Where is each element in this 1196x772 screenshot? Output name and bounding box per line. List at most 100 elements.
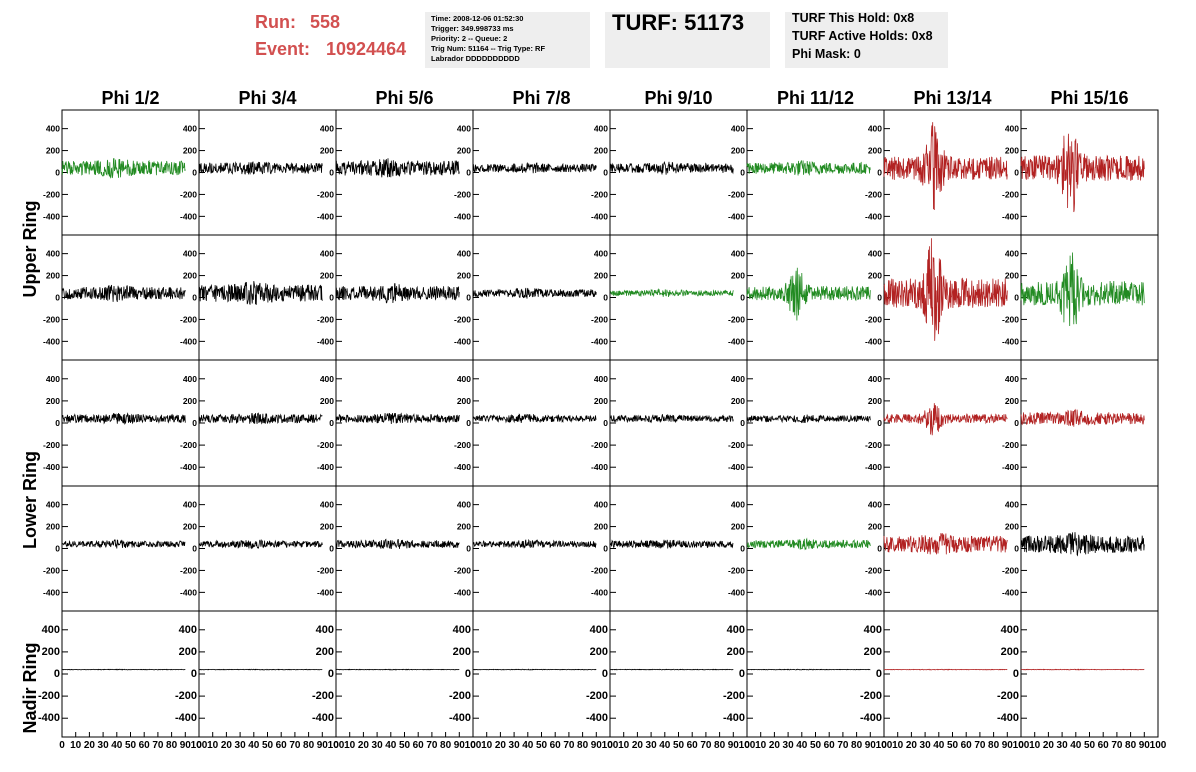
waveform xyxy=(472,287,597,299)
y-tick-label: -200 xyxy=(317,314,334,324)
x-tick-label: 10 xyxy=(1029,740,1041,751)
waveform xyxy=(61,158,186,179)
y-tick-label: -200 xyxy=(43,565,60,575)
y-tick-label: 400 xyxy=(183,249,197,259)
x-tick-label: 10 xyxy=(207,740,219,751)
x-tick-label: 30 xyxy=(1057,740,1069,751)
y-tick-label: 200 xyxy=(1005,271,1019,281)
x-tick-label: 90 xyxy=(591,740,603,751)
x-tick-label: 50 xyxy=(536,740,548,751)
y-tick-label: -400 xyxy=(43,211,60,221)
x-tick-label: 100 xyxy=(191,740,208,751)
y-tick-label: -400 xyxy=(1002,587,1019,597)
y-tick-label: 200 xyxy=(183,396,197,406)
x-tick-label: 10 xyxy=(618,740,630,751)
y-tick-label: 200 xyxy=(46,522,60,532)
y-tick-label: -400 xyxy=(180,587,197,597)
x-tick-label: 90 xyxy=(865,740,877,751)
x-tick-label: 80 xyxy=(166,740,178,751)
x-tick-label: 30 xyxy=(646,740,658,751)
waveform xyxy=(335,412,460,425)
y-tick-label: -200 xyxy=(865,189,882,199)
y-tick-label: 200 xyxy=(731,146,745,156)
y-tick-label: 200 xyxy=(46,146,60,156)
y-tick-label: -400 xyxy=(317,462,334,472)
y-tick-label: 0 xyxy=(877,293,882,303)
x-tick-label: 0 xyxy=(333,740,339,751)
y-tick-label: -200 xyxy=(1002,189,1019,199)
y-tick-label: -200 xyxy=(1002,565,1019,575)
x-tick-label: 10 xyxy=(755,740,767,751)
waveform xyxy=(472,668,597,671)
y-tick-label: 400 xyxy=(46,124,60,134)
waveform xyxy=(883,668,1008,671)
info-line: Trigger: 349.998733 ms xyxy=(431,24,514,33)
x-tick-label: 50 xyxy=(262,740,274,751)
y-tick-label: 0 xyxy=(55,418,60,428)
y-tick-label: 0 xyxy=(329,293,334,303)
x-tick-label: 60 xyxy=(550,740,562,751)
y-tick-label: -200 xyxy=(43,189,60,199)
x-tick-label: 80 xyxy=(988,740,1000,751)
x-tick-label: 0 xyxy=(59,740,65,751)
x-tick-label: 80 xyxy=(577,740,589,751)
y-tick-label: -400 xyxy=(728,336,745,346)
waveform xyxy=(1020,668,1145,671)
x-tick-label: 10 xyxy=(481,740,493,751)
y-tick-label: -200 xyxy=(454,314,471,324)
y-tick-label: 200 xyxy=(46,271,60,281)
y-tick-label: 0 xyxy=(329,168,334,178)
waveform xyxy=(1020,408,1145,427)
y-tick-label: -400 xyxy=(38,712,60,724)
y-tick-label: 400 xyxy=(316,624,334,636)
waveform xyxy=(61,284,186,302)
y-tick-label: -400 xyxy=(312,712,334,724)
y-tick-label: 0 xyxy=(1014,168,1019,178)
y-tick-label: 200 xyxy=(594,522,608,532)
x-tick-label: 100 xyxy=(876,740,893,751)
y-tick-label: 400 xyxy=(457,124,471,134)
y-tick-label: 0 xyxy=(55,293,60,303)
x-tick-label: 50 xyxy=(1084,740,1096,751)
y-tick-label: 200 xyxy=(316,646,334,658)
y-tick-label: 200 xyxy=(590,646,608,658)
y-tick-label: 0 xyxy=(1014,293,1019,303)
y-tick-label: -400 xyxy=(591,336,608,346)
y-tick-label: -400 xyxy=(180,211,197,221)
x-tick-label: 50 xyxy=(810,740,822,751)
y-tick-label: 400 xyxy=(320,374,334,384)
column-header: Phi 13/14 xyxy=(913,88,991,108)
y-tick-label: 200 xyxy=(1001,646,1019,658)
turf-box xyxy=(605,12,770,68)
y-tick-label: 400 xyxy=(320,249,334,259)
y-tick-label: 0 xyxy=(740,544,745,554)
y-tick-label: 400 xyxy=(868,249,882,259)
waveform xyxy=(609,539,734,549)
y-tick-label: -200 xyxy=(997,690,1019,702)
x-tick-label: 50 xyxy=(673,740,685,751)
waveform xyxy=(472,538,597,549)
waveform xyxy=(198,412,323,425)
turf-info-line: TURF Active Holds: 0x8 xyxy=(792,29,933,43)
y-tick-label: -200 xyxy=(860,690,882,702)
y-tick-label: 0 xyxy=(740,168,745,178)
column-header: Phi 3/4 xyxy=(238,88,296,108)
y-tick-label: 200 xyxy=(183,271,197,281)
y-tick-label: 0 xyxy=(1014,544,1019,554)
x-tick-label: 70 xyxy=(426,740,438,751)
y-tick-label: -200 xyxy=(38,690,60,702)
x-tick-label: 10 xyxy=(70,740,82,751)
y-tick-label: 400 xyxy=(590,624,608,636)
y-tick-label: -400 xyxy=(180,462,197,472)
y-tick-label: -400 xyxy=(454,211,471,221)
x-tick-label: 100 xyxy=(1150,740,1167,751)
y-tick-label: 200 xyxy=(183,146,197,156)
row-label: Nadir Ring xyxy=(20,642,40,733)
waveform xyxy=(198,539,323,550)
x-tick-label: 90 xyxy=(317,740,329,751)
info-line: Labrador DDDDDDDDDD xyxy=(431,54,520,63)
y-tick-label: -200 xyxy=(43,314,60,324)
y-tick-label: 400 xyxy=(179,624,197,636)
waveform xyxy=(335,283,460,304)
y-tick-label: -400 xyxy=(865,336,882,346)
